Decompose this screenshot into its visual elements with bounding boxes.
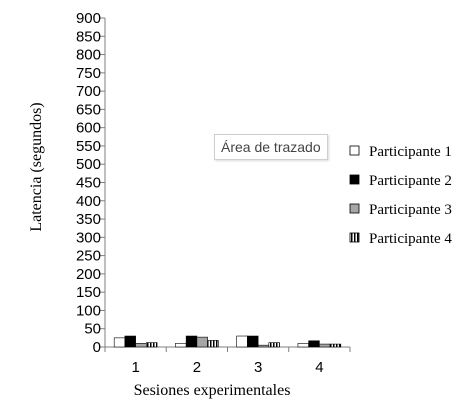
y-tick-label: 50 <box>84 321 101 338</box>
y-tick-label: 650 <box>76 101 101 118</box>
y-tick-label: 350 <box>76 211 101 228</box>
y-tick-label: 400 <box>76 193 101 210</box>
y-tick-label: 850 <box>76 28 101 45</box>
y-tick-label: 900 <box>76 10 101 27</box>
y-tick-label: 100 <box>76 302 101 319</box>
bar-participante-1-sesion-1 <box>113 337 126 348</box>
bar-participante-2-sesion-3 <box>247 335 259 348</box>
legend: Participante 1 Participante 2 Participante… <box>349 144 452 247</box>
bar-participante-1-sesion-2 <box>175 343 187 348</box>
bar-participante-1-sesion-3 <box>236 335 248 348</box>
bar-participante-3-sesion-4 <box>319 343 331 348</box>
y-tick-label: 600 <box>76 120 101 137</box>
bar-participante-2-sesion-4 <box>308 340 320 348</box>
y-tick-label: 550 <box>76 138 101 155</box>
legend-label: Participante 2 <box>369 173 452 189</box>
x-tick-label: 3 <box>254 359 262 376</box>
y-tick-label: 800 <box>76 47 101 64</box>
bar-participante-4-sesion-1 <box>146 342 158 348</box>
legend-swatch <box>349 203 360 214</box>
y-tick-label: 150 <box>76 284 101 301</box>
bar-participante-3-sesion-2 <box>196 336 208 348</box>
bar-participante-4-sesion-4 <box>329 343 342 348</box>
bar-participante-2-sesion-1 <box>124 335 136 348</box>
bar-participante-1-sesion-4 <box>297 343 309 348</box>
y-tick-label: 300 <box>76 229 101 246</box>
legend-swatch <box>349 232 360 243</box>
plot-area-tooltip: Área de trazado <box>214 134 328 160</box>
y-tick-label: 200 <box>76 266 101 283</box>
x-tick-label: 2 <box>193 359 201 376</box>
y-tick-label: 450 <box>76 175 101 192</box>
y-tick-label: 700 <box>76 83 101 100</box>
y-tick-label: 750 <box>76 65 101 82</box>
legend-swatch <box>349 174 360 185</box>
plot-area[interactable] <box>113 335 342 348</box>
x-axis-title: Sesiones experimentales <box>134 382 291 399</box>
y-axis-title: Latencia (segundos) <box>28 102 45 231</box>
legend-label: Participante 4 <box>369 231 452 247</box>
legend-label: Participante 3 <box>369 202 452 218</box>
x-tick-label: 4 <box>315 359 323 376</box>
y-tick-label: 500 <box>76 156 101 173</box>
bar-participante-3-sesion-3 <box>257 344 270 348</box>
x-axis: 1 2 3 4 <box>104 346 351 376</box>
bar-participante-2-sesion-2 <box>185 335 198 348</box>
legend-swatch <box>349 145 360 156</box>
legend-label: Participante 1 <box>369 144 452 160</box>
y-tick-label: 0 <box>93 339 101 356</box>
bar-participante-3-sesion-1 <box>135 343 147 348</box>
bar-participante-4-sesion-2 <box>207 340 219 348</box>
y-axis: 0501001502002503003504004505005506006507… <box>76 10 106 356</box>
y-tick-label: 250 <box>76 248 101 265</box>
bar-participante-4-sesion-3 <box>268 342 280 348</box>
x-tick-label: 1 <box>131 359 139 376</box>
